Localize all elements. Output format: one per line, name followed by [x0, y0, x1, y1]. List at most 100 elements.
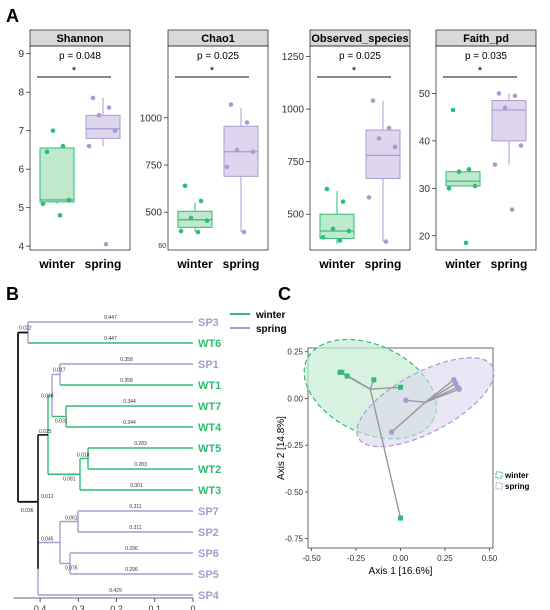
leaf-label-WT7: WT7: [198, 401, 221, 413]
y-tick-label: 500: [145, 208, 162, 219]
legend-label-winter: winter: [504, 471, 529, 480]
winter-spider-line: [370, 386, 401, 390]
spring-point: [370, 98, 376, 103]
spring-point: [96, 112, 102, 118]
branch-length: 0.296: [125, 567, 138, 573]
branch-length: 0.301: [130, 483, 143, 489]
branch-length: 0.344: [123, 399, 136, 405]
branch-length: 0.344: [123, 420, 136, 426]
y-tick-label: 40: [419, 136, 431, 147]
leaf-label-SP5: SP5: [198, 569, 219, 581]
y-tick-label: 1000: [282, 105, 305, 116]
spring-point: [392, 144, 398, 150]
plot-frame: [167, 45, 269, 251]
winter-point: [40, 201, 46, 207]
winter-point: [339, 369, 345, 375]
winter-point: [60, 143, 66, 149]
y-tick-label: 8: [18, 88, 24, 99]
branch-length: 0.447: [104, 336, 117, 342]
plot-frame: [309, 45, 411, 251]
spring-point: [234, 147, 240, 153]
winter-point: [50, 128, 56, 133]
x-tick-label-winter: winter: [176, 257, 213, 271]
axis-tick-label: 0.1: [149, 604, 162, 610]
leaf-label-WT3: WT3: [198, 485, 221, 497]
winter-point: [178, 228, 184, 234]
winter-point: [344, 373, 350, 379]
spring-point: [376, 136, 382, 141]
leaf-label-WT5: WT5: [198, 443, 221, 455]
winter-point: [450, 107, 456, 113]
leaf-label-SP6: SP6: [198, 548, 219, 560]
leaf-label-WT6: WT6: [198, 338, 221, 350]
winter-point: [44, 149, 50, 155]
pcoa-panel: -0.50 -0.25 0.00 0.25 0.50 0.25 0.00 -0.25 -0.50…: [276, 338, 530, 577]
leaf-label-WT1: WT1: [198, 380, 221, 392]
spring-point: [386, 125, 392, 131]
facet-title: Chao1: [201, 33, 235, 45]
axis-tick-label: 0.3: [72, 604, 85, 610]
y-tick-label: 4: [18, 242, 24, 253]
node-label: 0.012: [41, 494, 54, 500]
branch-length: 0.311: [129, 504, 141, 510]
dendrogram-panel: SP3 WT6 SP1 WT1 WT7 WT4 WT5 WT2 WT3 SP7 SP2 SP6 SP5 S…: [13, 310, 287, 610]
leaf-label-SP2: SP2: [198, 527, 219, 539]
y-axis-label: Axis 2 [14.8%]: [276, 416, 287, 480]
spring-point: [244, 120, 250, 125]
winter-point: [330, 226, 336, 232]
spring-box: [85, 114, 121, 139]
node-label: 0.018: [41, 394, 54, 400]
x-axis-label: Axis 1 [16.6%]: [369, 566, 433, 577]
branch-length: 0.283: [134, 462, 147, 468]
branch-length: 0.358: [120, 357, 133, 363]
spring-box: [491, 100, 527, 142]
x-tick-label-spring: spring: [223, 257, 260, 271]
winter-point: [463, 240, 469, 246]
axis-tick-label: 0: [190, 604, 195, 610]
spring-point: [90, 95, 96, 101]
y-axis-floor-label: 60: [158, 243, 166, 250]
significance-star: *: [210, 65, 215, 77]
node-label: 0.022: [19, 326, 32, 332]
leaf-label-SP3: SP3: [198, 317, 219, 329]
x-tick-label-spring: spring: [85, 257, 122, 271]
y-tick-label: 20: [419, 231, 431, 242]
legend-label-spring: spring: [256, 324, 287, 335]
winter-box: [445, 171, 481, 187]
spring-point: [509, 207, 515, 212]
node-label: 0.076: [65, 566, 78, 572]
winter-point: [340, 199, 346, 204]
node-label: 0.081: [63, 476, 76, 482]
legend-swatch-winter: [495, 471, 503, 479]
axis-tick-label: 0.4: [34, 604, 47, 610]
spring-point: [228, 102, 234, 107]
p-value: p = 0.048: [59, 51, 101, 62]
winter-point: [456, 169, 462, 175]
winter-point: [198, 198, 204, 204]
x-tick-label: 0.00: [393, 554, 409, 563]
node-label: 0.025: [39, 429, 52, 435]
x-tick-label-winter: winter: [38, 257, 75, 271]
winter-point: [57, 213, 63, 218]
node-label: 0.018: [77, 453, 90, 459]
y-tick-label: 0.00: [287, 394, 303, 403]
winter-box: [39, 147, 75, 203]
winter-point: [182, 183, 188, 189]
spring-point: [86, 143, 92, 149]
winter-spider-line: [369, 388, 402, 519]
significance-star: *: [352, 65, 357, 77]
y-tick-label: 30: [419, 184, 431, 195]
legend-label-spring: spring: [505, 482, 530, 491]
boxplot-observed_species: Observed_species 500 750 1000 1250 p = 0.025 *…: [282, 29, 411, 271]
node-label: 0.061: [65, 516, 78, 522]
spring-point: [250, 149, 256, 155]
winter-point: [324, 186, 330, 192]
y-tick-label: 750: [145, 161, 162, 172]
leaf-label-SP1: SP1: [198, 359, 219, 371]
p-value: p = 0.025: [339, 51, 381, 62]
node-label: 0.031: [55, 419, 68, 425]
y-tick-label: 0.25: [287, 348, 303, 357]
facet-title: Faith_pd: [463, 33, 509, 45]
plot-frame: [29, 45, 131, 251]
branch-length: 0.283: [134, 441, 147, 447]
